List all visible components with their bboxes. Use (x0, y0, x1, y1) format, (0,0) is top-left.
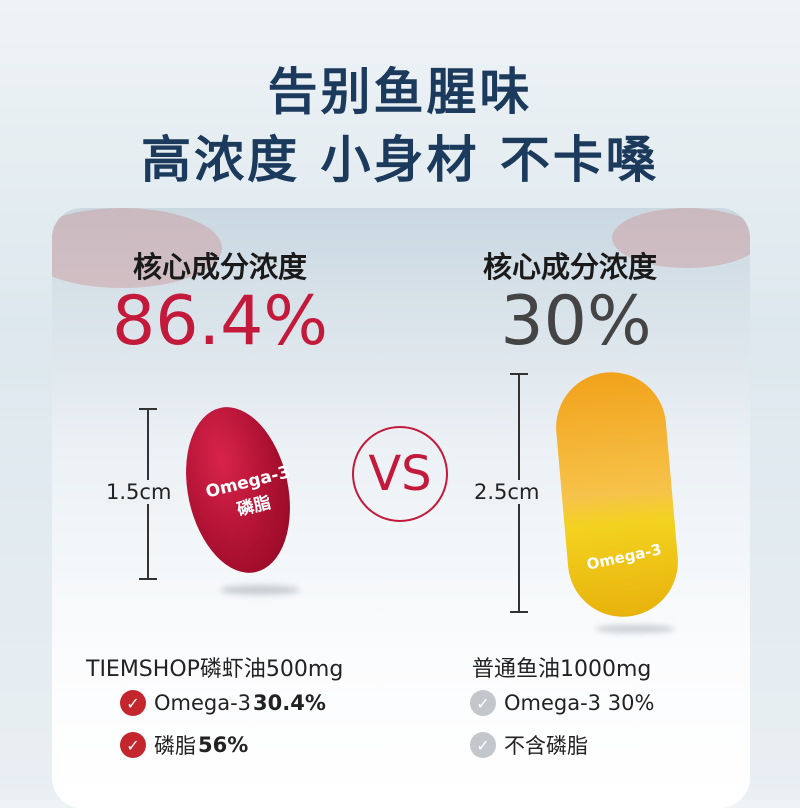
check-icon: ✓ (120, 732, 146, 758)
check-icon: ✓ (120, 690, 146, 716)
capsule-shadow-right (595, 625, 675, 633)
feature-name: 磷脂 (154, 734, 196, 758)
right-size-label: 2.5cm (474, 480, 540, 504)
right-feature-omega: ✓ Omega-3 30% (470, 690, 654, 716)
left-feature-omega: ✓ Omega-3 30.4% (120, 690, 326, 716)
lips-image-right (612, 208, 750, 268)
left-concentration-label: 核心成分浓度 (132, 250, 307, 284)
check-icon: ✓ (470, 690, 496, 716)
headline-line2: 高浓度 小身材 不卡嗓 (141, 131, 659, 189)
right-concentration-label: 核心成分浓度 (482, 250, 657, 284)
left-size-label: 1.5cm (106, 480, 172, 504)
left-feature-phospholipid: ✓ 磷脂 56% (120, 730, 248, 760)
feature-value: 56% (198, 733, 249, 757)
check-icon: ✓ (470, 732, 496, 758)
capsule-shadow (220, 585, 300, 595)
right-feature-phospholipid: ✓ 不含磷脂 (470, 730, 588, 760)
feature-name: Omega-3 30% (504, 691, 655, 715)
lips-image-left (52, 208, 222, 288)
left-product-name: TIEMSHOP磷虾油500mg (86, 657, 344, 682)
feature-name: Omega-3 (154, 691, 252, 715)
right-product-name: 普通鱼油1000mg (472, 657, 652, 682)
headline-line1: 告别鱼腥味 (267, 63, 533, 121)
vs-badge: VS (352, 426, 448, 522)
left-concentration-value: 86.4% (111, 282, 329, 361)
feature-name: 不含磷脂 (504, 734, 588, 758)
feature-value: 30.4% (253, 691, 326, 715)
right-concentration-value: 30% (500, 282, 652, 361)
